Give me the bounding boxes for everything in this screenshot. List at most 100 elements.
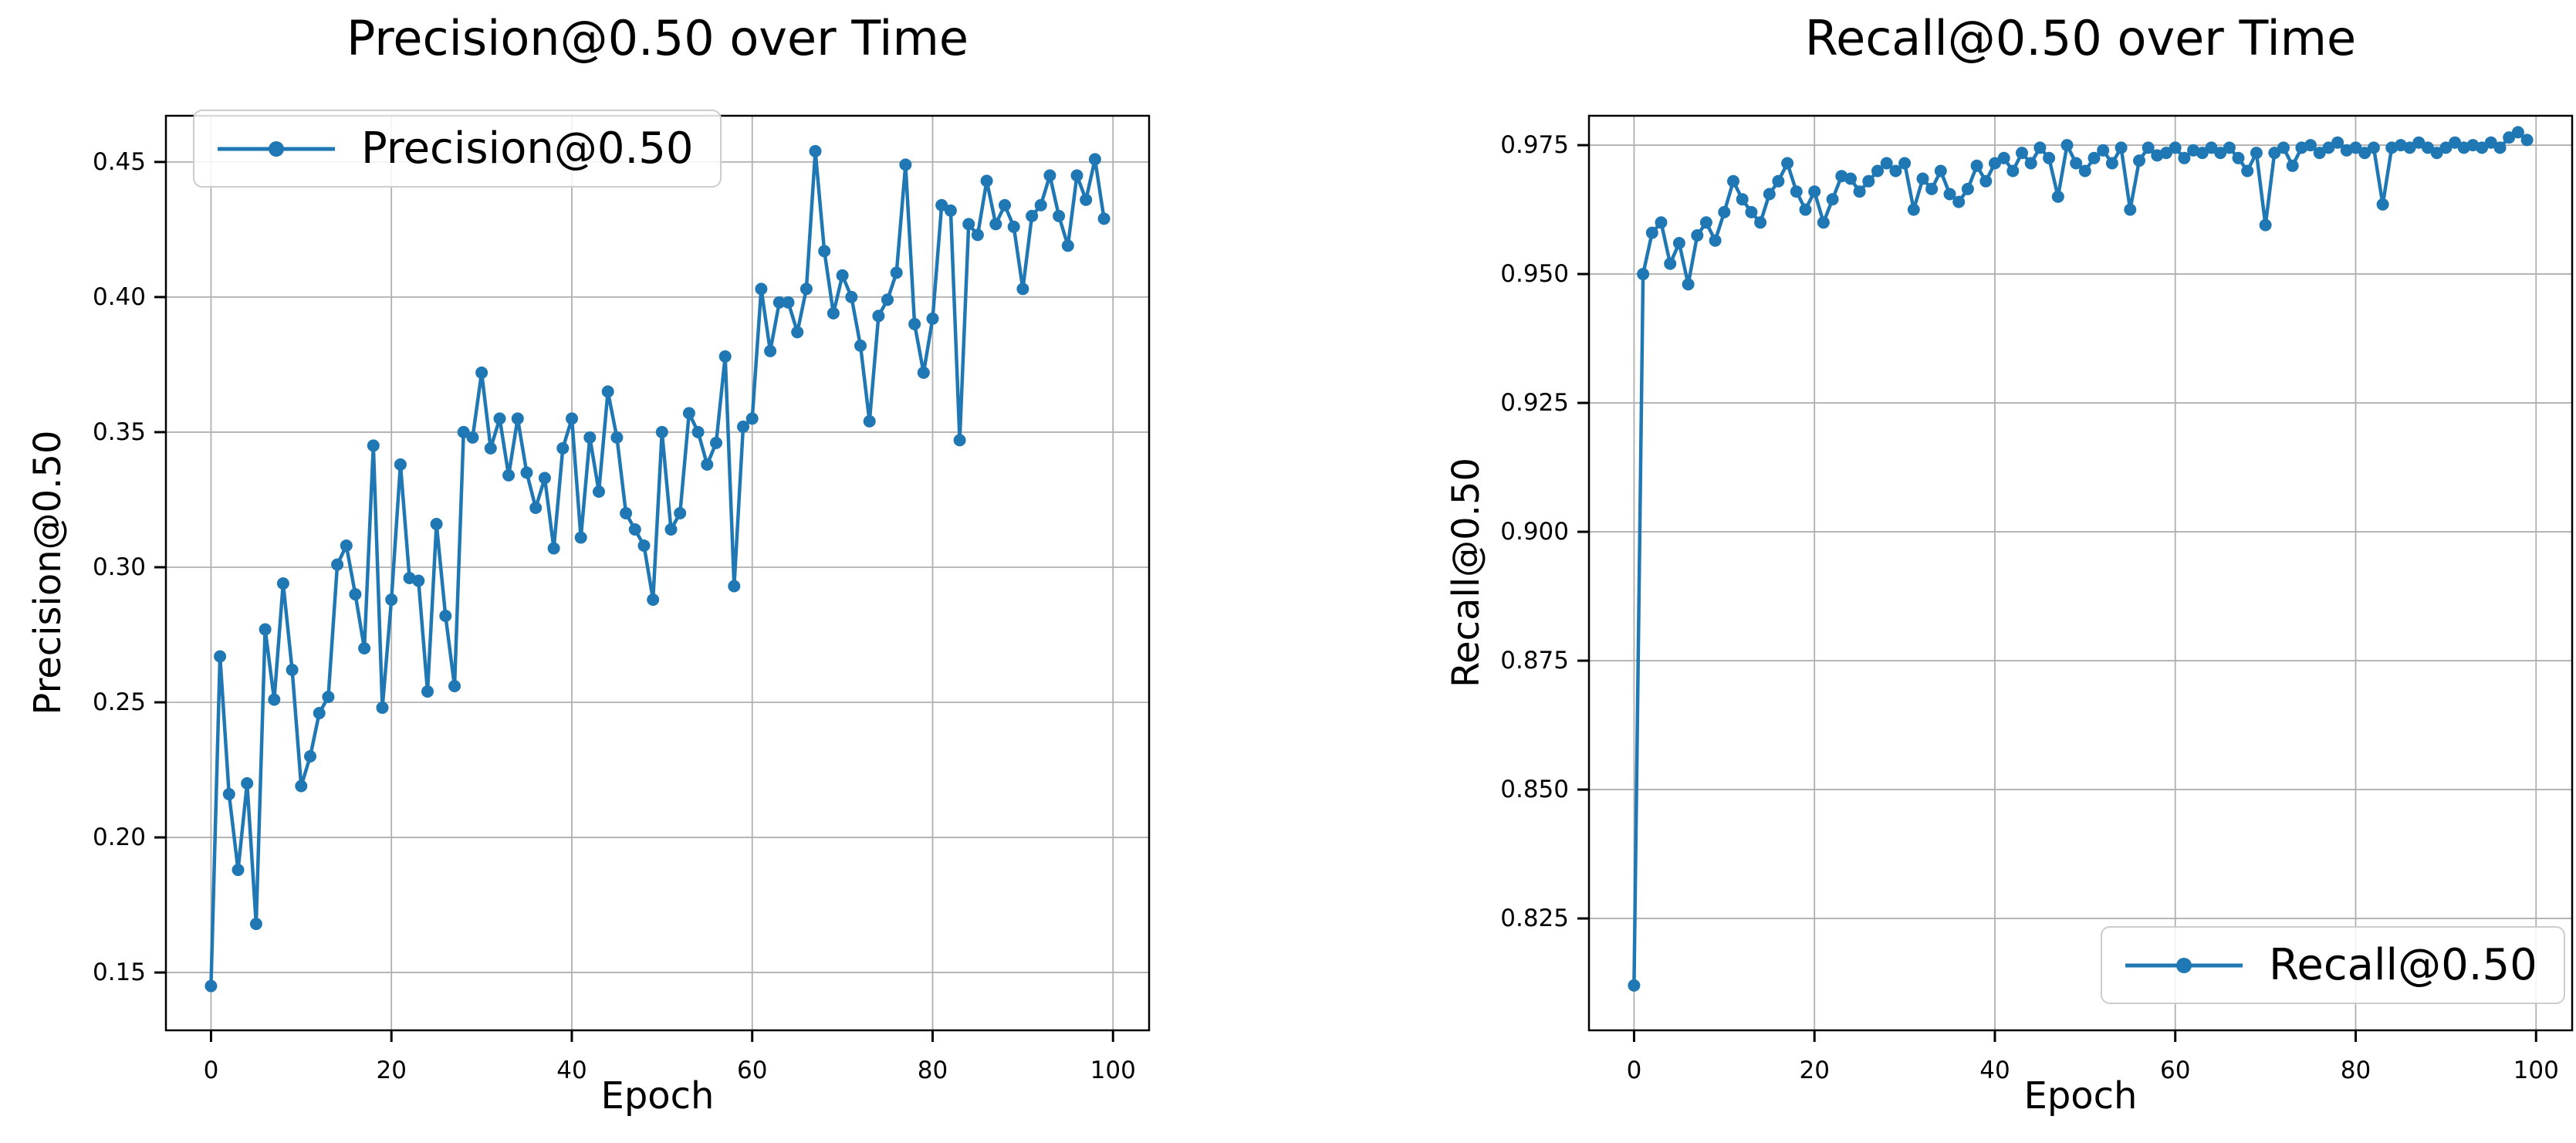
- recall-data-point: [2268, 147, 2281, 160]
- precision-data-point: [962, 218, 975, 231]
- recall-y-axis-label: Recall@0.50: [1445, 457, 1488, 688]
- precision-data-point: [583, 431, 597, 444]
- recall-x-tick-label: 20: [1799, 1057, 1829, 1084]
- recall-data-point: [1925, 182, 1939, 195]
- precision-data-point: [358, 642, 371, 654]
- precision-data-point: [737, 420, 749, 433]
- recall-legend-label: Recall@0.50: [2269, 940, 2537, 990]
- recall-data-point: [2439, 141, 2453, 154]
- recall-data-point: [1691, 229, 1704, 242]
- precision-data-point: [728, 580, 741, 593]
- precision-data-point: [755, 282, 768, 296]
- recall-data-point: [2115, 141, 2128, 154]
- precision-data-point: [691, 425, 705, 438]
- precision-data-point: [538, 472, 551, 485]
- precision-x-axis-label: Epoch: [600, 1074, 715, 1118]
- precision-data-point: [268, 693, 281, 706]
- recall-data-point: [1699, 216, 1712, 229]
- recall-data-point: [1799, 203, 1812, 216]
- precision-data-point: [547, 542, 560, 555]
- precision-data-point: [484, 441, 497, 455]
- recall-data-point: [2358, 147, 2371, 160]
- precision-data-point: [1026, 209, 1039, 222]
- recall-data-point: [1989, 157, 2001, 170]
- precision-x-tick-label: 40: [556, 1057, 587, 1084]
- precision-data-point: [809, 144, 822, 157]
- recall-data-point: [1997, 151, 2010, 164]
- precision-data-point: [448, 680, 461, 692]
- recall-data-point: [2259, 218, 2272, 232]
- recall-data-point: [1826, 193, 1839, 206]
- recall-data-point: [1664, 257, 1677, 270]
- precision-data-point: [647, 593, 660, 606]
- recall-data-point: [1952, 195, 1966, 208]
- recall-y-tick-label: 0.975: [1500, 131, 1569, 159]
- precision-data-point: [322, 691, 335, 703]
- recall-data-point: [2097, 144, 2110, 157]
- recall-legend-line-marker-icon: [2122, 956, 2246, 975]
- recall-data-point: [1943, 188, 1956, 201]
- recall-data-point: [2142, 141, 2155, 154]
- recall-data-point: [2476, 141, 2489, 154]
- precision-data-point: [637, 539, 651, 552]
- precision-data-point: [899, 158, 912, 171]
- precision-data-point: [1034, 198, 1047, 211]
- recall-data-point: [2511, 126, 2524, 139]
- recall-data-point: [2070, 157, 2083, 170]
- recall-data-point: [1745, 205, 1758, 218]
- precision-data-point: [1080, 193, 1093, 206]
- recall-x-tick-label: 40: [1979, 1057, 2010, 1084]
- precision-data-point: [475, 366, 488, 379]
- precision-data-point: [259, 623, 272, 636]
- precision-data-point: [385, 593, 398, 606]
- recall-y-tick-label: 0.825: [1500, 905, 1569, 932]
- recall-data-point: [1862, 174, 1875, 188]
- precision-data-point: [944, 204, 957, 217]
- precision-data-point: [1007, 220, 1020, 233]
- precision-data-point: [529, 502, 543, 514]
- precision-data-point: [222, 788, 235, 800]
- precision-data-point: [890, 266, 903, 279]
- recall-data-point: [2349, 141, 2362, 154]
- precision-data-point: [628, 523, 641, 536]
- recall-data-point: [1655, 216, 1668, 229]
- precision-data-point: [593, 485, 605, 498]
- precision-data-point: [620, 507, 633, 519]
- recall-y-tick-label: 0.850: [1500, 776, 1569, 803]
- precision-data-point: [376, 702, 389, 714]
- precision-data-point: [791, 326, 804, 339]
- precision-data-point: [1070, 169, 1083, 182]
- recall-data-point: [1853, 185, 1866, 198]
- recall-data-point: [2169, 141, 2182, 154]
- precision-data-point: [249, 918, 262, 931]
- precision-data-point: [502, 468, 516, 482]
- precision-data-point: [276, 577, 289, 590]
- precision-data-point: [782, 296, 795, 309]
- precision-data-point: [566, 412, 578, 425]
- recall-data-point: [2422, 141, 2434, 154]
- precision-y-axis-label: Precision@0.50: [26, 430, 69, 715]
- precision-data-point: [971, 228, 984, 242]
- precision-data-point: [881, 293, 894, 306]
- precision-data-point: [935, 198, 948, 211]
- recall-data-point: [2250, 147, 2263, 160]
- recall-data-point: [2430, 147, 2443, 160]
- recall-data-point: [1763, 188, 1776, 201]
- precision-data-point: [412, 574, 425, 587]
- precision-data-point: [674, 507, 687, 519]
- recall-data-point: [1727, 174, 1739, 188]
- precision-data-point: [827, 306, 840, 320]
- precision-data-point: [718, 350, 732, 363]
- recall-data-point: [2412, 136, 2426, 149]
- recall-y-tick-label: 0.875: [1500, 647, 1569, 675]
- recall-data-point: [2088, 151, 2101, 164]
- recall-data-point: [2503, 131, 2516, 144]
- recall-data-point: [2367, 141, 2380, 154]
- recall-data-point: [2024, 157, 2037, 170]
- precision-x-tick-label: 20: [376, 1057, 406, 1084]
- recall-y-tick-label: 0.950: [1500, 260, 1569, 288]
- recall-data-point: [2016, 147, 2028, 160]
- precision-y-tick-label: 0.15: [93, 959, 146, 986]
